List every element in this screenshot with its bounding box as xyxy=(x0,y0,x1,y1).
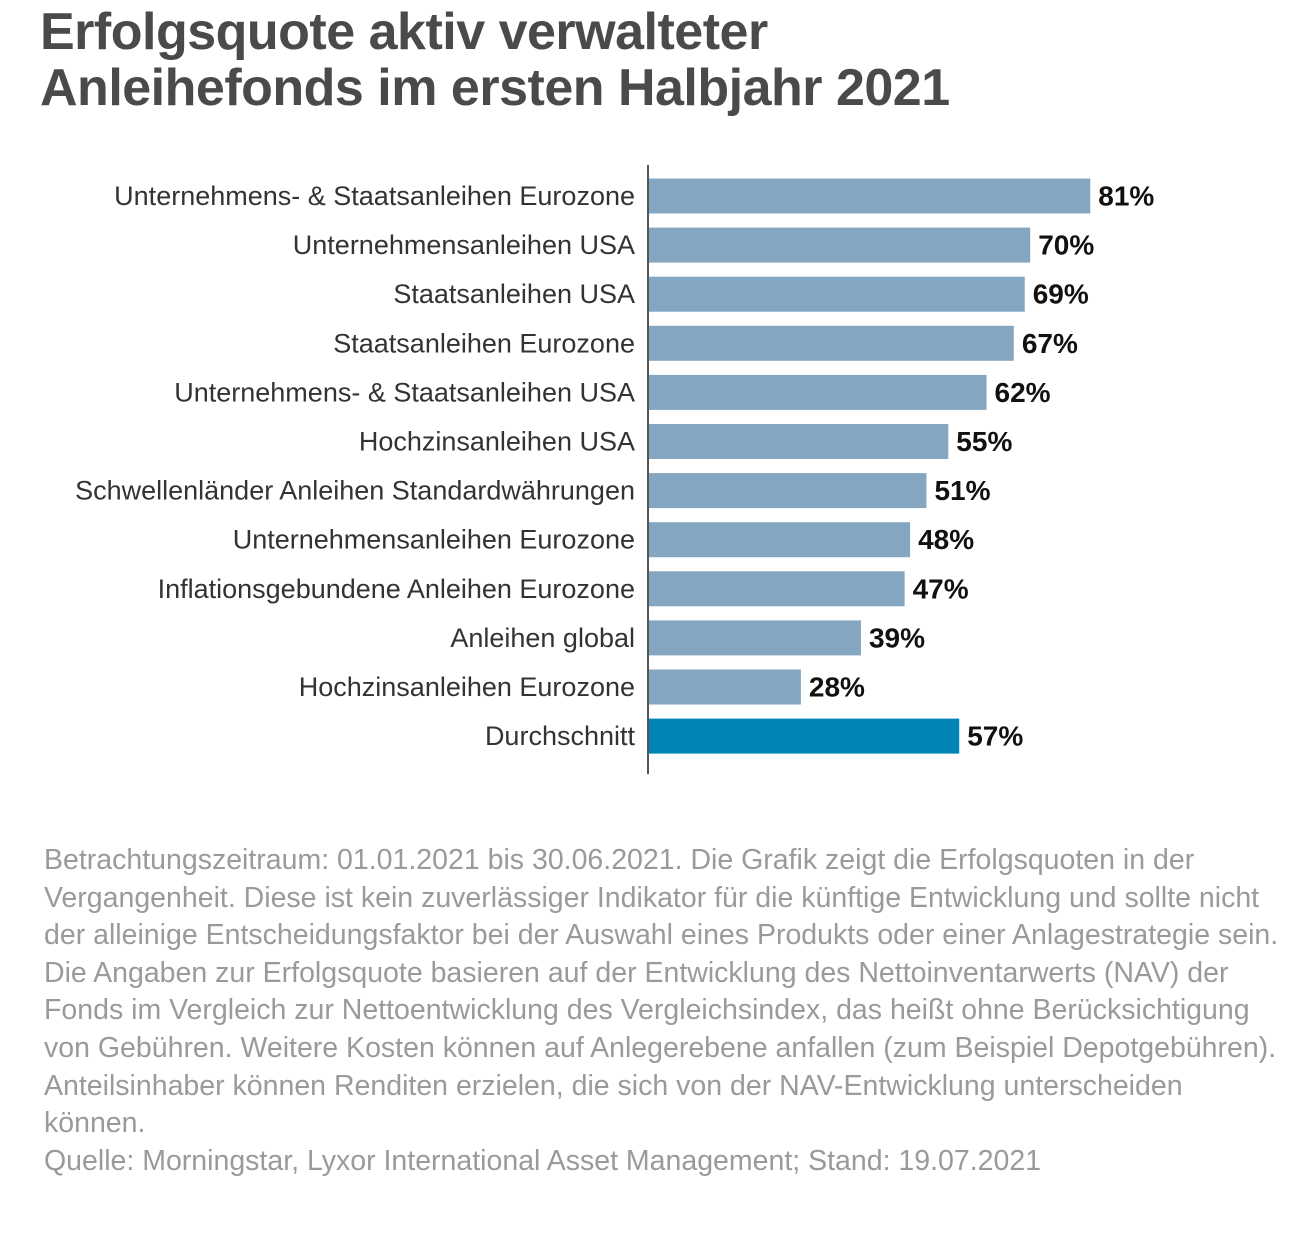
footnote: Betrachtungszeitraum: 01.01.2021 bis 30.… xyxy=(44,842,1284,1180)
value-label-11: 28% xyxy=(809,672,865,703)
value-labels-layer: 81%70% 69% 67% 62% 55% 51% 48% 47% 39%28% 57% xyxy=(809,181,1155,752)
value-label-9: 47% xyxy=(913,573,969,604)
bar-8 xyxy=(648,522,911,558)
value-label-4: 67% xyxy=(1022,328,1078,359)
chart-title-line-1: Erfolgsquote aktiv verwalteter xyxy=(40,3,768,61)
bar-11 xyxy=(648,669,801,705)
bar-3 xyxy=(648,276,1025,312)
bar-4 xyxy=(648,325,1014,361)
value-label-8: 48% xyxy=(918,524,974,555)
category-label-12: Durchschnitt xyxy=(485,721,636,751)
value-label-3: 69% xyxy=(1033,279,1089,310)
category-label-7: Schwellenländer Anleihen Standardwährung… xyxy=(75,476,635,506)
chart-title-line-2: Anleihefonds im ersten Halbjahr 2021 xyxy=(40,59,950,117)
value-label-6: 55% xyxy=(956,426,1012,457)
bar-6 xyxy=(648,424,949,459)
value-label-2: 70% xyxy=(1038,230,1094,261)
value-label-1: 81% xyxy=(1098,181,1154,212)
bar-12 xyxy=(648,718,960,754)
bars-layer xyxy=(648,178,1091,754)
bar-chart: Unternehmens- & Staatsanleihen Eurozone U… xyxy=(75,165,1155,775)
value-label-10: 39% xyxy=(869,622,925,653)
bar-5 xyxy=(648,374,987,410)
category-label-1: Unternehmens- & Staatsanleihen Eurozone xyxy=(114,181,635,211)
footnote-text: Betrachtungszeitraum: 01.01.2021 bis 30.… xyxy=(44,844,1279,1140)
category-label-6: Hochzinsanleihen USA xyxy=(359,427,635,457)
bar-9 xyxy=(648,571,905,607)
category-label-11: Hochzinsanleihen Eurozone xyxy=(299,672,635,702)
value-label-5: 62% xyxy=(995,377,1051,408)
category-labels-layer: Unternehmens- & Staatsanleihen Eurozone U… xyxy=(75,181,635,751)
category-label-8: Unternehmensanleihen Eurozone xyxy=(233,525,635,555)
bar-7 xyxy=(648,473,927,509)
category-label-4: Staatsanleihen Eurozone xyxy=(333,328,635,358)
footnote-source: Quelle: Morningstar, Lyxor International… xyxy=(44,1144,1042,1177)
category-label-5: Unternehmens- & Staatsanleihen USA xyxy=(174,377,635,407)
chart-title: Erfolgsquote aktiv verwalteter Anleihefo… xyxy=(40,4,1280,116)
category-label-2: Unternehmensanleihen USA xyxy=(293,230,635,260)
bar-10 xyxy=(648,620,861,656)
category-label-3: Staatsanleihen USA xyxy=(393,279,635,309)
value-label-12: 57% xyxy=(967,721,1023,752)
category-label-9: Inflationsgebundene Anleihen Eurozone xyxy=(158,574,635,604)
category-label-10: Anleihen global xyxy=(450,623,635,653)
bar-1 xyxy=(648,178,1091,214)
bar-2 xyxy=(648,227,1031,263)
value-label-7: 51% xyxy=(934,475,990,506)
